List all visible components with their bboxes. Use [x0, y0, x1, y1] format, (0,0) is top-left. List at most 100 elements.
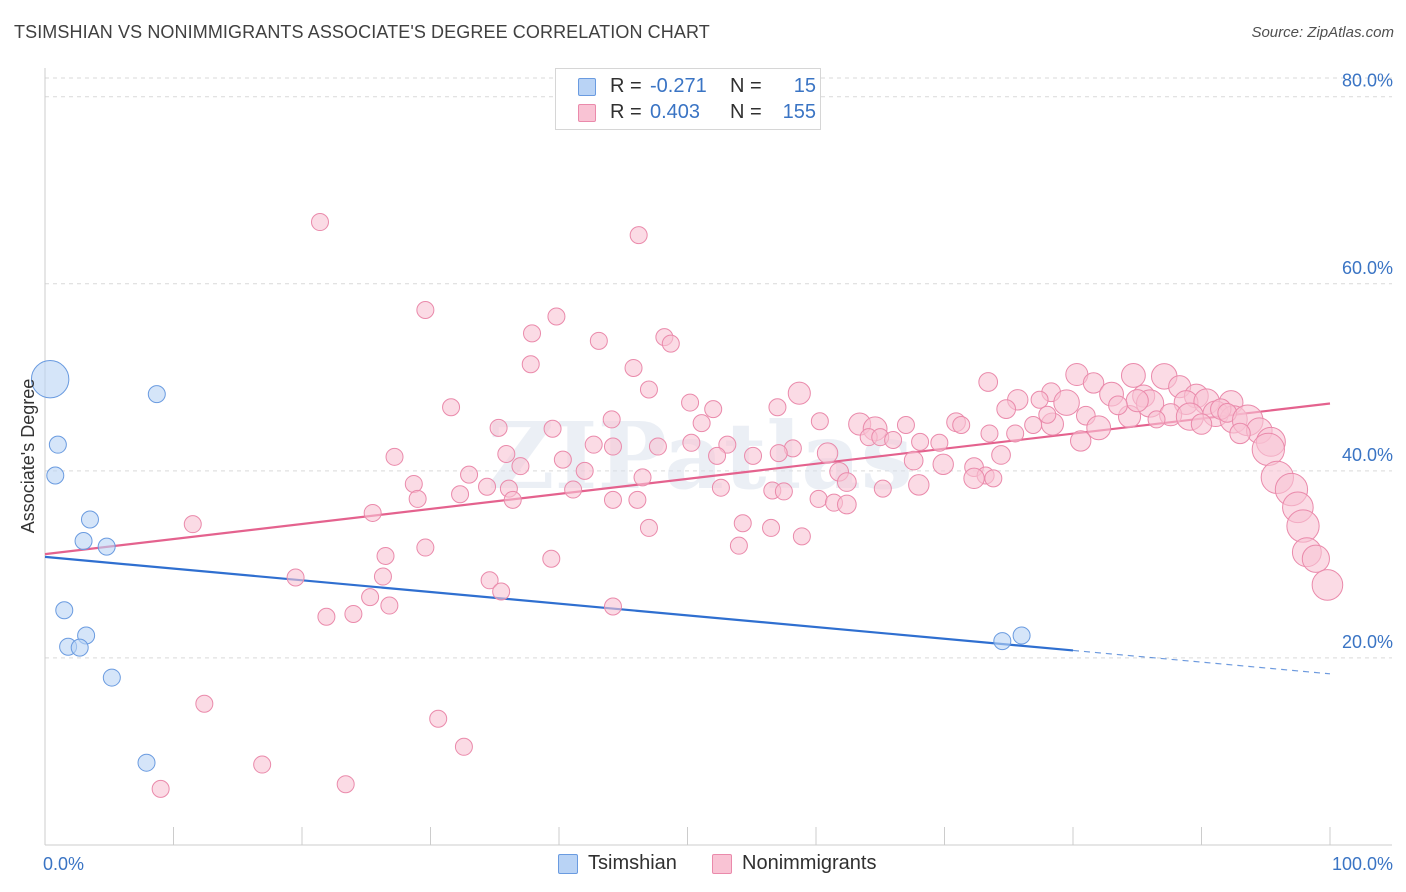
nonimmigrants-point	[744, 446, 763, 465]
nonimmigrants-point	[810, 412, 829, 431]
y-tick-label: 20.0%	[1342, 632, 1393, 652]
tick-labels: 20.0% 40.0% 60.0% 80.0% 0.0% 100.0%	[43, 71, 1393, 874]
nonimmigrants-point	[404, 474, 423, 493]
tsimshian-trend-line	[44, 555, 1074, 652]
nonimmigrants-point	[151, 779, 170, 798]
nonimmigrants-point	[1120, 363, 1146, 388]
nonimmigrants-point	[729, 536, 748, 555]
tsimshian-point	[70, 638, 89, 657]
nonimmigrants-point	[1311, 569, 1344, 601]
nonimmigrants-point	[1125, 389, 1149, 413]
nonimmigrants-point	[991, 445, 1011, 465]
nonimmigrants-point	[984, 469, 1003, 488]
nonimmigrants-point	[478, 477, 497, 496]
nonimmigrants-point	[769, 444, 788, 463]
nonimmigrants-point	[648, 437, 667, 456]
r-value: -0.271	[650, 75, 707, 97]
nonimmigrants-point	[873, 479, 892, 498]
nonimmigrants-point	[681, 393, 700, 412]
nonimmigrants-point	[1006, 424, 1025, 443]
nonimmigrants-point	[523, 324, 542, 343]
nonimmigrants-point	[489, 418, 508, 437]
nonimmigrants-point	[628, 490, 647, 509]
nonimmigrants-point	[416, 300, 435, 319]
nonimmigrants-point	[1070, 430, 1092, 452]
nonimmigrants-point	[1053, 389, 1080, 416]
nonimmigrants-point	[1190, 413, 1213, 435]
nonimmigrants-point	[454, 737, 473, 756]
nonimmigrants-trend-line	[44, 402, 1331, 556]
nonimmigrants-point	[908, 474, 930, 496]
n-value: 155	[782, 101, 816, 123]
axes	[44, 68, 1392, 846]
tsimshian-point	[1012, 626, 1031, 645]
nonimmigrants-point	[633, 468, 652, 487]
tsimshian-point	[137, 753, 156, 772]
nonimmigrants-point	[792, 527, 811, 546]
nonimmigrants-point	[639, 518, 658, 537]
tsimshian-point	[74, 532, 93, 551]
nonimmigrants-point	[336, 775, 355, 794]
tsimshian-point	[97, 537, 116, 556]
nonimmigrants-point	[682, 433, 701, 452]
nonimmigrants-point	[639, 380, 658, 399]
nonimmigrants-point	[416, 538, 435, 557]
nonimmigrants-point	[1286, 509, 1320, 543]
nonimmigrants-point	[408, 489, 427, 508]
nonimmigrants-point	[380, 596, 399, 615]
nonimmigrants-point	[195, 694, 214, 713]
nonimmigrants-point	[511, 457, 530, 476]
nonimmigrants-point	[451, 485, 470, 504]
tsimshian-point	[102, 668, 121, 687]
nonimmigrants-point	[718, 435, 737, 454]
nonimmigrants-point	[930, 433, 949, 452]
nonimmigrants-point	[584, 435, 603, 454]
nonimmigrants-point	[1024, 416, 1043, 435]
nonimmigrants-point	[787, 381, 811, 405]
nonimmigrants-point	[317, 607, 336, 626]
nonimmigrants-swatch	[712, 854, 732, 874]
y-tick-label: 60.0%	[1342, 258, 1393, 278]
nonimmigrants-point	[978, 372, 999, 392]
legend-label: Nonimmigrants	[742, 852, 877, 874]
nonimmigrants-point	[733, 514, 752, 533]
nonimmigrants-point	[361, 588, 380, 607]
n-label: N =	[730, 101, 762, 123]
nonimmigrants-point	[692, 414, 711, 433]
tsimshian-point	[55, 601, 74, 620]
nonimmigrants-point	[310, 213, 329, 232]
tsimshian-point	[30, 359, 70, 399]
y-tick-label: 80.0%	[1342, 71, 1393, 91]
nonimmigrants-point	[1147, 410, 1166, 429]
nonimmigrants-point	[963, 467, 985, 490]
nonimmigrants-point	[589, 331, 608, 350]
y-tick-label: 40.0%	[1342, 445, 1393, 465]
nonimmigrants-point	[624, 358, 643, 377]
tsimshian-point	[147, 385, 166, 404]
nonimmigrants-point	[762, 518, 781, 537]
nonimmigrants-point	[884, 430, 903, 449]
source-label: Source: ZipAtlas.com	[1251, 24, 1394, 41]
nonimmigrants-point	[492, 582, 511, 601]
nonimmigrants-point	[1251, 432, 1285, 466]
nonimmigrants-point	[603, 437, 622, 456]
nonimmigrants-point	[980, 424, 999, 443]
nonimmigrants-point	[253, 755, 272, 774]
nonimmigrants-point	[896, 416, 915, 435]
nonimmigrants-point	[816, 442, 839, 464]
nonimmigrants-point	[602, 410, 621, 429]
nonimmigrants-point	[629, 226, 648, 245]
nonimmigrants-point	[442, 398, 461, 417]
nonimmigrants-point	[363, 503, 382, 522]
chart-title: TSIMSHIAN VS NONIMMIGRANTS ASSOCIATE'S D…	[14, 22, 710, 42]
nonimmigrants-point	[575, 461, 594, 480]
r-label: R =	[610, 75, 642, 97]
tsimshian-point	[46, 466, 65, 485]
nonimmigrants-point	[603, 597, 622, 616]
tsimshian-swatch	[578, 78, 596, 96]
nonimmigrants-point	[1082, 372, 1105, 394]
nonimmigrants-point	[497, 445, 516, 464]
nonimmigrants-point	[553, 450, 572, 469]
nonimmigrants-point	[996, 399, 1017, 419]
nonimmigrants-point	[836, 494, 857, 515]
